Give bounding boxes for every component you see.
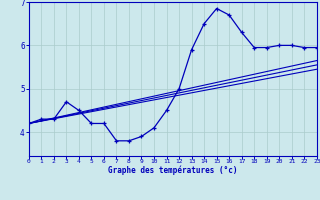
X-axis label: Graphe des températures (°c): Graphe des températures (°c) — [108, 166, 237, 175]
